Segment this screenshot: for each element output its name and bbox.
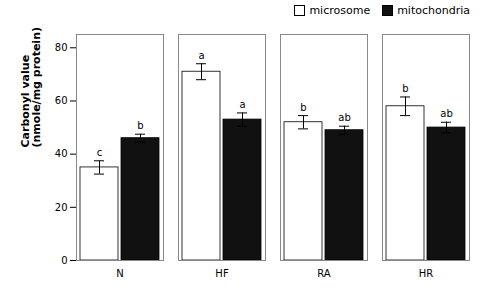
svg-text:80: 80	[55, 42, 68, 53]
html-text:microsome: microsome	[309, 3, 371, 17]
svg-text:b: b	[300, 102, 306, 113]
svg-text:0: 0	[61, 255, 67, 266]
svg-text:a: a	[198, 50, 204, 61]
svg-text:N: N	[116, 268, 123, 279]
svg-text:40: 40	[55, 148, 68, 159]
html-text:mitochondria: mitochondria	[397, 3, 470, 17]
svg-text:Carbonyl value(nmole/mg protei: Carbonyl value(nmole/mg protein)	[19, 27, 43, 148]
svg-text:b: b	[137, 120, 143, 131]
svg-text:ab: ab	[338, 112, 350, 123]
svg-text:RA: RA	[317, 268, 331, 279]
svg-text:c: c	[97, 147, 103, 158]
svg-text:ab: ab	[440, 108, 452, 119]
svg-text:b: b	[402, 83, 408, 94]
svg-text:60: 60	[55, 95, 68, 106]
svg-text:a: a	[239, 99, 245, 110]
svg-text:HF: HF	[215, 268, 229, 279]
svg-text:HR: HR	[419, 268, 434, 279]
svg-text:20: 20	[55, 202, 68, 213]
